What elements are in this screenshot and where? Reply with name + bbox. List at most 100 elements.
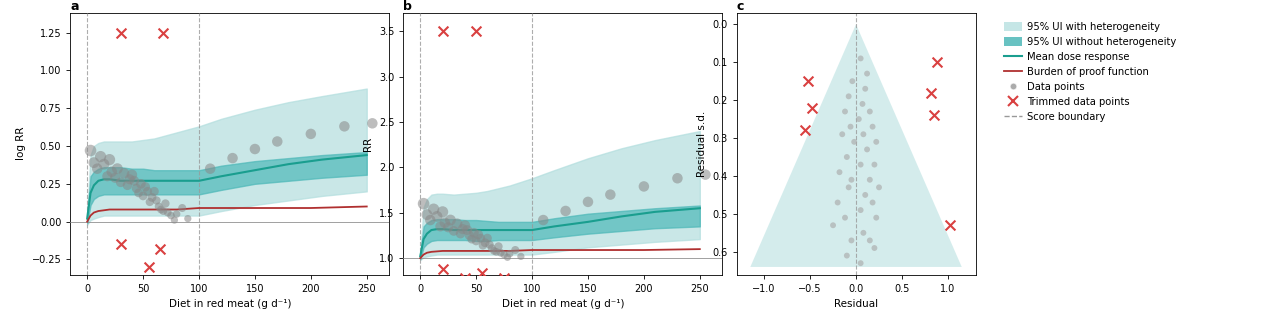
Point	[426, 214, 447, 219]
Point	[417, 212, 438, 217]
Point	[494, 276, 515, 281]
Point	[477, 235, 498, 241]
Point	[835, 109, 855, 114]
Point	[155, 201, 175, 206]
Point	[855, 192, 876, 197]
Point	[484, 248, 504, 254]
X-axis label: Diet in red meat (g d⁻¹): Diet in red meat (g d⁻¹)	[502, 299, 625, 309]
Point	[137, 189, 157, 194]
Point	[463, 230, 484, 235]
Point	[127, 186, 147, 191]
Point	[133, 193, 154, 199]
Point	[119, 177, 140, 182]
Point	[223, 155, 243, 161]
Point	[867, 215, 887, 220]
Point	[486, 249, 507, 255]
Point	[136, 184, 156, 189]
Point	[841, 238, 861, 243]
Point	[864, 245, 884, 251]
Point	[110, 242, 131, 247]
Point	[433, 266, 453, 272]
Point	[87, 166, 108, 171]
Point	[695, 172, 716, 177]
Point	[444, 228, 465, 234]
Point	[200, 166, 220, 171]
Point	[860, 238, 881, 243]
Point	[497, 255, 517, 260]
Point	[863, 200, 883, 205]
Point	[856, 147, 877, 152]
Point	[166, 212, 187, 217]
Point	[110, 180, 131, 185]
Point	[850, 261, 870, 266]
Point	[101, 169, 122, 174]
Point	[854, 132, 874, 137]
Point	[438, 225, 458, 230]
Point	[499, 251, 520, 256]
Point	[114, 171, 134, 176]
Point	[268, 139, 288, 144]
Point	[475, 240, 495, 245]
Point	[922, 90, 942, 95]
Text: a: a	[70, 0, 79, 13]
Point	[128, 190, 148, 195]
Point	[940, 223, 960, 228]
Point	[827, 200, 847, 205]
Point	[124, 178, 145, 183]
Point	[433, 28, 453, 34]
Point	[93, 162, 114, 167]
Point	[301, 131, 321, 137]
Point	[433, 209, 453, 214]
Point	[837, 253, 858, 258]
Point	[451, 231, 471, 236]
Point	[855, 86, 876, 91]
Point	[435, 220, 456, 225]
Point	[466, 28, 486, 34]
Text: b: b	[403, 0, 412, 13]
Point	[105, 175, 125, 180]
Legend: 95% UI with heterogeneity, 95% UI without heterogeneity, Mean dose response, Bur: 95% UI with heterogeneity, 95% UI withou…	[1000, 18, 1180, 126]
Point	[461, 236, 481, 242]
Point	[118, 183, 138, 188]
Point	[466, 238, 486, 244]
Point	[850, 56, 870, 61]
Point	[852, 101, 873, 107]
Point	[838, 185, 859, 190]
Point	[832, 132, 852, 137]
Point	[447, 221, 467, 226]
Point	[842, 78, 863, 84]
Point	[927, 60, 947, 65]
Point	[430, 224, 451, 229]
Text: c: c	[736, 0, 744, 13]
Point	[164, 217, 184, 223]
Point	[850, 207, 870, 213]
Point	[867, 139, 887, 144]
Point	[453, 226, 474, 232]
Point	[83, 160, 104, 165]
Point	[362, 121, 383, 126]
Point	[471, 270, 492, 275]
X-axis label: Diet in red meat (g d⁻¹): Diet in red meat (g d⁻¹)	[169, 299, 291, 309]
X-axis label: Residual: Residual	[835, 299, 878, 309]
Point	[97, 174, 118, 179]
Point	[838, 94, 859, 99]
Point	[420, 217, 440, 223]
Point	[454, 223, 475, 228]
Point	[172, 205, 192, 211]
Point	[841, 177, 861, 182]
Point	[424, 207, 444, 212]
Polygon shape	[750, 24, 961, 267]
Point	[122, 172, 142, 177]
Point	[161, 213, 182, 218]
Point	[849, 117, 869, 122]
Point	[600, 192, 621, 197]
Point	[151, 207, 172, 212]
Point	[823, 223, 844, 228]
Point	[138, 265, 159, 270]
Point	[472, 243, 493, 248]
Point	[869, 185, 890, 190]
Point	[154, 208, 174, 214]
Point	[81, 148, 101, 153]
Point	[860, 109, 881, 114]
Point	[924, 113, 945, 118]
